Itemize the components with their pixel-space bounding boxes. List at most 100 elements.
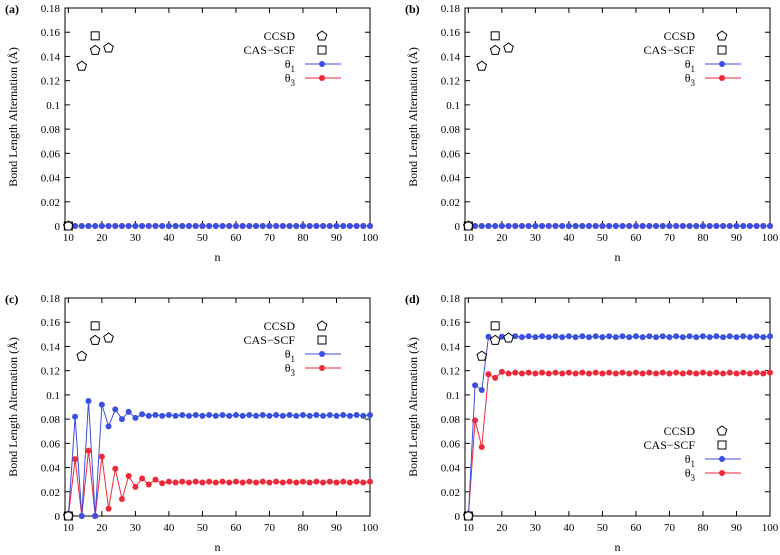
x-tick-label: 10 [463, 522, 475, 534]
plot-frame [64, 297, 371, 517]
theta1-point [313, 411, 320, 418]
y-tick-label: 0.02 [441, 197, 460, 209]
y-tick-label: 0.16 [41, 27, 61, 39]
x-tick-label: 100 [762, 232, 779, 244]
theta3-point [159, 480, 166, 487]
legend-label: CCSD [664, 424, 696, 438]
theta1-point [498, 223, 505, 229]
theta1-point [360, 223, 367, 229]
x-axis-label: n [215, 540, 221, 554]
chart-panel-0: 0 0.02 0.04 0.06 0.08 0.1 0.12 0.14 0.16 0.18 10 20… [5, 2, 379, 264]
theta3-point [186, 479, 193, 486]
theta1-point [706, 223, 713, 229]
theta1-point [653, 223, 660, 229]
theta1-point [498, 333, 505, 340]
theta1-point [179, 411, 186, 418]
x-tick-label: 20 [96, 232, 108, 244]
theta1-point [333, 412, 340, 419]
theta1-point [259, 411, 266, 418]
theta1-point [259, 223, 266, 229]
y-tick-label: 0 [55, 511, 61, 523]
theta1-point [666, 223, 673, 229]
theta3-point [145, 481, 152, 488]
theta1-point [199, 412, 206, 419]
theta1-point [152, 411, 159, 418]
theta3-point [172, 479, 179, 486]
theta3-point [212, 479, 219, 486]
y-tick-label: 0.12 [441, 366, 460, 378]
theta3-point [165, 478, 172, 485]
theta1-point [239, 223, 246, 229]
legend-marker [719, 456, 725, 462]
theta3-point [273, 478, 280, 485]
theta3-point [333, 479, 340, 486]
x-tick-label: 40 [163, 232, 175, 244]
theta1-point [105, 423, 112, 430]
theta1-point [72, 413, 79, 420]
casscf-point [490, 321, 500, 331]
legend-marker [719, 470, 725, 476]
casscf-point [90, 321, 100, 331]
theta3-point [666, 370, 673, 377]
y-tick-label: 0.06 [41, 148, 61, 160]
theta1-point [85, 223, 92, 229]
theta1-point [606, 333, 613, 340]
x-tick-label: 30 [130, 232, 142, 244]
theta3-point [612, 370, 619, 377]
x-tick-label: 10 [63, 522, 75, 534]
theta1-point [693, 223, 700, 229]
theta3-point [539, 369, 546, 376]
theta3-point [326, 478, 333, 485]
theta1-point [112, 406, 119, 413]
theta3-point [632, 369, 639, 376]
theta1-point [552, 223, 559, 229]
x-tick-label: 10 [463, 232, 475, 244]
theta3-point [219, 478, 226, 485]
chart-panel-2: 0 0.02 0.04 0.06 0.08 0.1 0.12 0.14 0.16 0.18 10 20… [5, 292, 379, 554]
theta1-point [353, 411, 360, 418]
y-tick-label: 0.14 [441, 341, 461, 353]
theta3-point [132, 483, 139, 490]
legend-label: θ3 [685, 466, 696, 483]
y-axis-label: Bond Length Alternation (Å) [6, 47, 20, 187]
legend-label: θ1 [685, 57, 695, 74]
ccsd-point [76, 60, 88, 71]
theta3-point [760, 370, 767, 377]
x-tick-label: 50 [597, 522, 609, 534]
theta1-point [219, 223, 226, 229]
theta3-point [552, 369, 559, 376]
theta1-point [299, 223, 306, 229]
x-tick-label: 80 [697, 232, 709, 244]
y-tick-label: 0.08 [441, 124, 461, 136]
theta1-point [565, 333, 572, 340]
theta3-point [619, 369, 626, 376]
theta1-point [579, 333, 586, 340]
theta3-point [206, 478, 213, 485]
theta3-point [259, 478, 266, 485]
theta3-point [239, 479, 246, 486]
x-tick-label: 60 [230, 232, 242, 244]
theta1-point [746, 223, 753, 229]
theta1-point [306, 223, 313, 229]
theta1-point [105, 223, 112, 229]
theta1-point [693, 334, 700, 341]
theta3-point [498, 368, 505, 375]
theta1-point [733, 223, 740, 229]
legend-label: θ1 [685, 452, 695, 469]
theta1-point [512, 223, 519, 229]
x-tick-label: 40 [563, 232, 575, 244]
theta1-point [320, 412, 327, 419]
y-tick-label: 0.12 [441, 76, 460, 88]
theta1-point [172, 223, 179, 229]
theta1-point [286, 411, 293, 418]
legend-ccsd-marker [716, 30, 728, 41]
theta1-point [340, 223, 347, 229]
theta3-point [485, 371, 492, 378]
theta1-point [518, 334, 525, 341]
theta1-point [125, 223, 132, 229]
theta1-point [139, 411, 146, 418]
theta1-point [619, 333, 626, 340]
theta1-point [539, 223, 546, 229]
theta1-point [545, 223, 552, 229]
theta3-point [532, 370, 539, 377]
